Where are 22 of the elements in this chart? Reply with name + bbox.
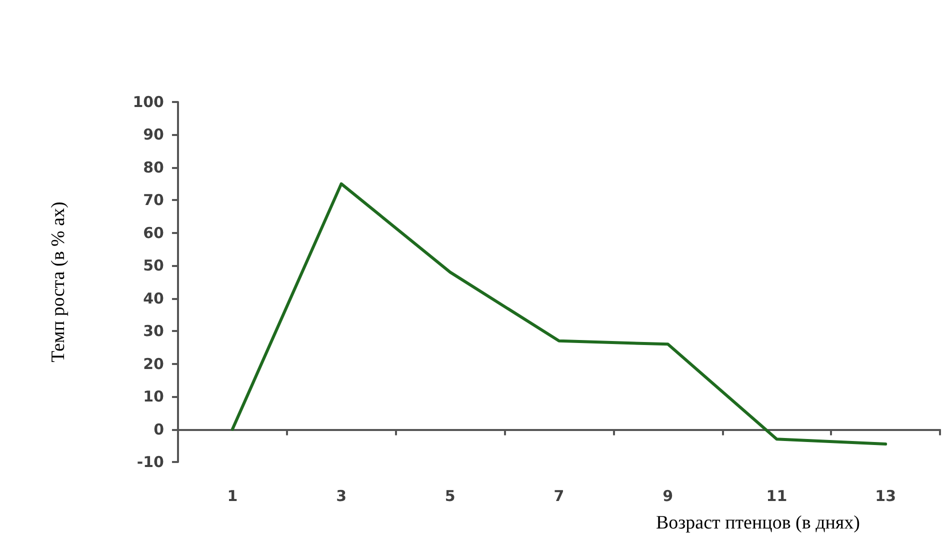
y-tick-label: 100 bbox=[132, 93, 164, 111]
line-series bbox=[230, 182, 888, 446]
x-tick-label: 13 bbox=[875, 487, 896, 506]
y-tick-label: 90 bbox=[143, 126, 164, 144]
y-tick-label: 70 bbox=[143, 191, 164, 210]
x-tick-label: 11 bbox=[766, 487, 788, 506]
y-tick-label: 10 bbox=[143, 388, 164, 406]
y-tick-label: -10 bbox=[136, 453, 164, 471]
y-tick-label: 60 bbox=[143, 224, 164, 242]
y-tick-label: 20 bbox=[143, 354, 164, 373]
x-tick-label: 5 bbox=[444, 487, 456, 506]
x-axis-title: Возраст птенцов (в днях) bbox=[656, 512, 860, 534]
y-tick-label: 30 bbox=[143, 322, 164, 340]
y-tick-label: 50 bbox=[143, 256, 164, 275]
y-tick-label: 40 bbox=[143, 289, 164, 308]
x-tick-label: 3 bbox=[336, 487, 347, 506]
y-axis-title: Темп роста (в % ах) bbox=[48, 202, 69, 362]
y-tick-label: 0 bbox=[154, 420, 164, 438]
x-tick-label: 7 bbox=[554, 487, 564, 506]
x-tick-label: 9 bbox=[662, 487, 674, 506]
x-tick-label: 1 bbox=[227, 487, 238, 506]
y-tick-label: 80 bbox=[143, 158, 164, 176]
